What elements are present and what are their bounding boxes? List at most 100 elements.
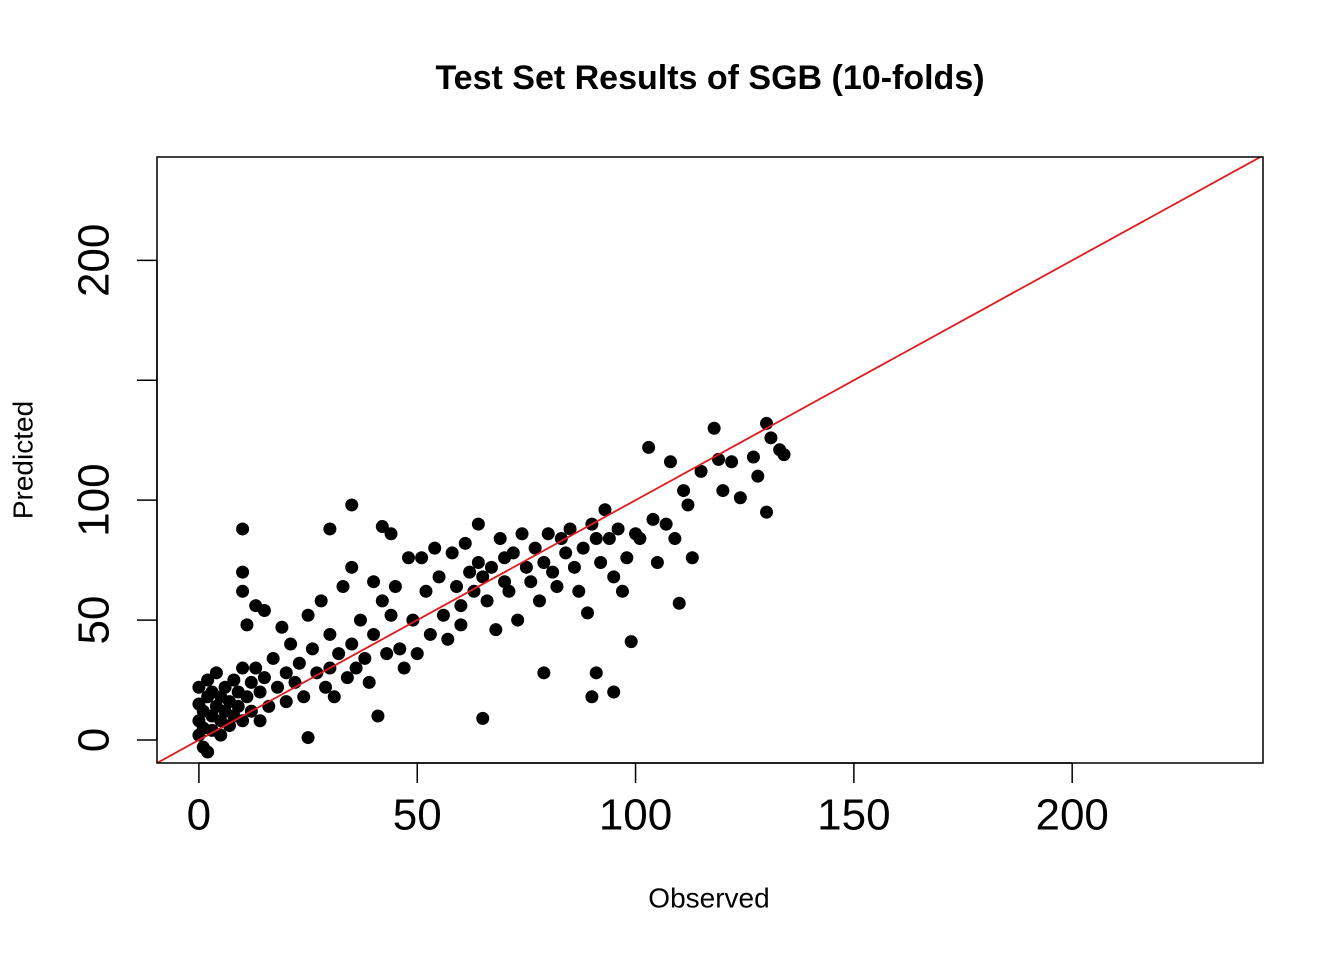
point [253, 714, 267, 728]
point [227, 673, 241, 687]
point [428, 541, 442, 555]
point [253, 685, 267, 699]
chart-title: Test Set Results of SGB (10-folds) [435, 59, 984, 97]
point [493, 532, 507, 546]
point [515, 527, 529, 541]
point [458, 536, 472, 550]
point [537, 666, 551, 680]
point [594, 556, 608, 570]
point [707, 421, 721, 435]
point [271, 680, 285, 694]
point [532, 594, 546, 608]
point [659, 517, 673, 531]
point [358, 651, 372, 665]
point [375, 594, 389, 608]
points [157, 157, 1263, 763]
point [388, 579, 402, 593]
point [489, 623, 503, 637]
point [506, 546, 520, 560]
point [362, 675, 376, 689]
point [240, 690, 254, 704]
point [624, 635, 638, 649]
point [764, 431, 778, 445]
point [332, 647, 346, 661]
point [502, 584, 516, 598]
point [380, 647, 394, 661]
y-tick-label: 50 [70, 596, 119, 645]
point [585, 690, 599, 704]
point [367, 575, 381, 589]
point [249, 661, 263, 675]
y-tick-label: 0 [70, 728, 119, 752]
point [524, 575, 538, 589]
point [663, 455, 677, 469]
point [607, 570, 621, 584]
point [323, 522, 337, 536]
point [353, 613, 367, 627]
point [410, 647, 424, 661]
point [602, 532, 616, 546]
point [419, 584, 433, 598]
point [642, 440, 656, 454]
point [620, 551, 634, 565]
point [733, 491, 747, 505]
point [441, 632, 455, 646]
point [581, 606, 595, 620]
point [301, 608, 315, 622]
point [301, 731, 315, 745]
point [694, 464, 708, 478]
point [454, 618, 468, 632]
point [192, 680, 206, 694]
point [484, 560, 498, 574]
point [236, 565, 250, 579]
point [611, 522, 625, 536]
point [716, 484, 730, 498]
point [572, 584, 586, 598]
point [384, 608, 398, 622]
point [375, 520, 389, 534]
point [336, 579, 350, 593]
point [214, 728, 228, 742]
reference-line [157, 157, 1263, 763]
point [292, 656, 306, 670]
point [546, 565, 560, 579]
point [480, 594, 494, 608]
point [672, 596, 686, 610]
x-tick-label: 200 [1035, 791, 1108, 840]
point [367, 627, 381, 641]
point [284, 637, 298, 651]
point [589, 532, 603, 546]
point [231, 699, 245, 713]
point [471, 517, 485, 531]
x-tick-label: 50 [393, 791, 442, 840]
point [559, 546, 573, 560]
point [397, 661, 411, 675]
point [760, 505, 774, 519]
point [275, 620, 289, 634]
point [423, 627, 437, 641]
point [345, 637, 359, 651]
point [454, 599, 468, 613]
point [327, 690, 341, 704]
point [476, 570, 490, 584]
point [563, 522, 577, 536]
point [589, 666, 603, 680]
point [257, 603, 271, 617]
point [681, 498, 695, 512]
point [201, 745, 215, 759]
point [257, 671, 271, 685]
point [236, 584, 250, 598]
point [201, 673, 215, 687]
point [646, 512, 660, 526]
point [432, 570, 446, 584]
point [463, 565, 477, 579]
point [537, 556, 551, 570]
point [244, 675, 258, 689]
point [415, 551, 429, 565]
point [668, 532, 682, 546]
point [371, 709, 385, 723]
point [677, 484, 691, 498]
point [685, 551, 699, 565]
x-tick-label: 0 [187, 791, 211, 840]
point [528, 541, 542, 555]
